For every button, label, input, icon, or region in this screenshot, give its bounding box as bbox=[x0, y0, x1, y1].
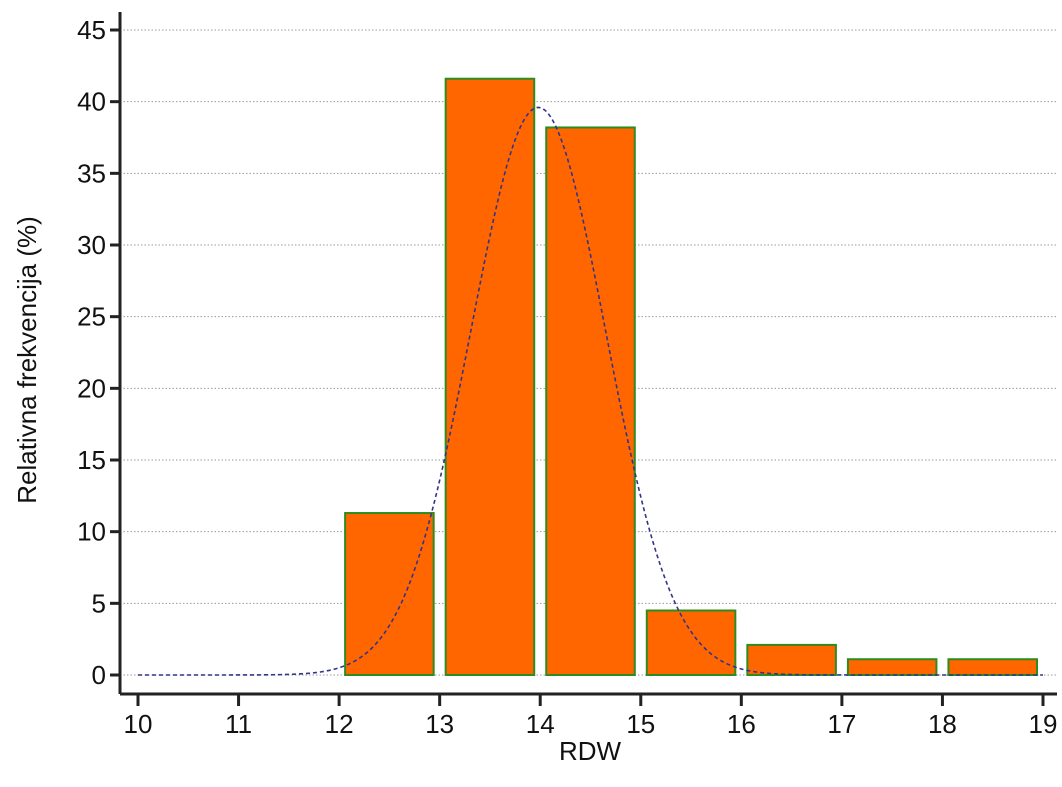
x-tick-label-13: 13 bbox=[425, 709, 454, 739]
normal-curve bbox=[138, 106, 1043, 676]
x-axis-title: RDW bbox=[559, 736, 622, 766]
histogram-bar-1 bbox=[344, 512, 435, 676]
x-tick-label-15: 15 bbox=[626, 709, 655, 739]
axes-layer: 0 5 10 15 20 25 30 35 40 45 10 11 12 13 14 15 16 17 18 19 bbox=[77, 12, 1057, 739]
histogram-bar-6 bbox=[846, 658, 938, 677]
x-tick-label-17: 17 bbox=[827, 709, 856, 739]
x-tick-label-12: 12 bbox=[325, 709, 354, 739]
y-tick-label-45: 45 bbox=[77, 15, 106, 45]
x-tick-label-16: 16 bbox=[727, 709, 756, 739]
histogram-bar-2 bbox=[444, 77, 536, 676]
y-tick-label-5: 5 bbox=[92, 588, 106, 618]
y-tick-label-20: 20 bbox=[77, 373, 106, 403]
x-tick-label-10: 10 bbox=[124, 709, 153, 739]
x-tick-label-18: 18 bbox=[928, 709, 957, 739]
y-axis-title: Relativna frekvencija (%) bbox=[12, 216, 42, 504]
y-tick-label-35: 35 bbox=[77, 158, 106, 188]
curve-layer bbox=[138, 106, 1043, 676]
y-tick-label-40: 40 bbox=[77, 87, 106, 117]
x-tick-label-14: 14 bbox=[526, 709, 555, 739]
x-tick-label-19: 19 bbox=[1029, 709, 1058, 739]
y-tick-label-25: 25 bbox=[77, 302, 106, 332]
x-tick-label-11: 11 bbox=[225, 709, 252, 739]
histogram-bar-7 bbox=[947, 658, 1039, 677]
histogram-bar-4 bbox=[645, 609, 737, 676]
y-tick-label-15: 15 bbox=[77, 445, 106, 475]
y-tick-label-0: 0 bbox=[92, 660, 106, 690]
histogram-bar-5 bbox=[746, 643, 837, 677]
bars-layer bbox=[344, 77, 1039, 677]
y-tick-label-30: 30 bbox=[77, 230, 106, 260]
y-tick-label-10: 10 bbox=[77, 517, 106, 547]
histogram-bar-3 bbox=[545, 126, 636, 676]
